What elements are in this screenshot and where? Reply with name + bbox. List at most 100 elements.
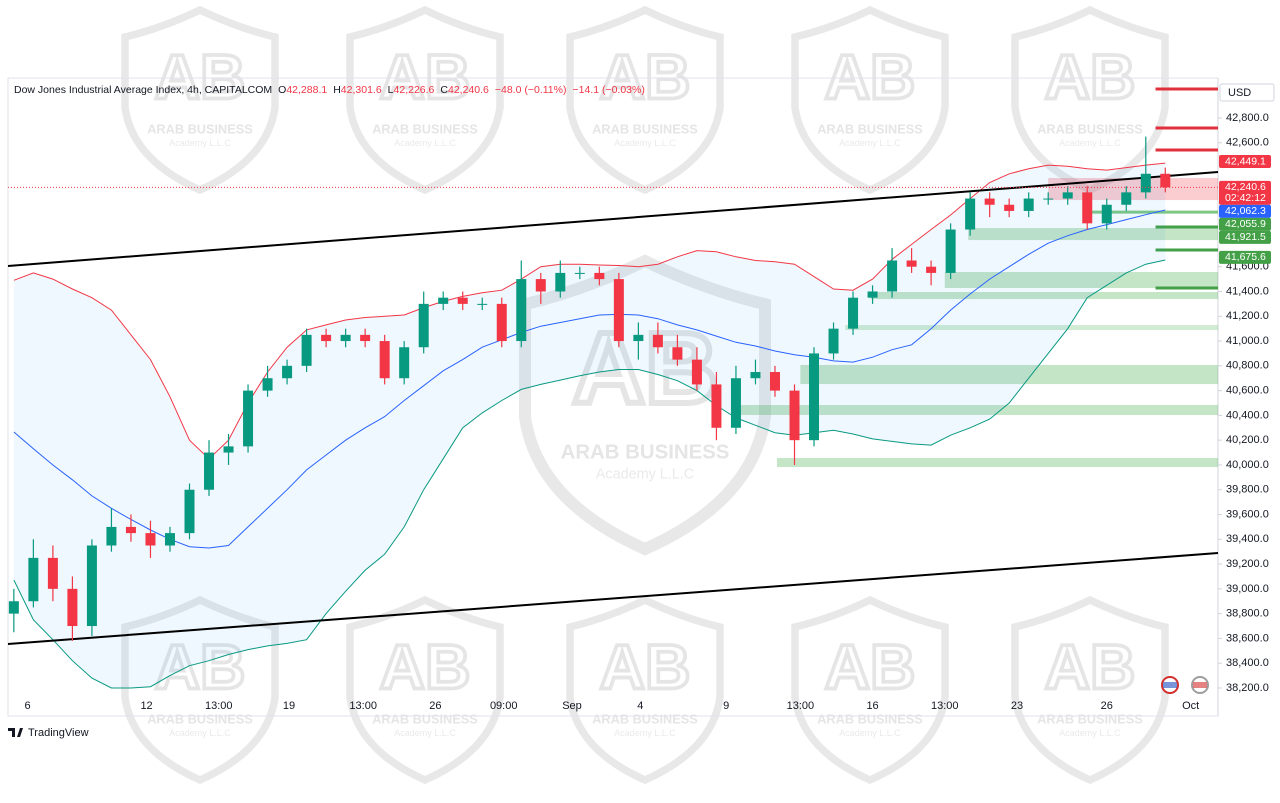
- candle-body: [145, 533, 156, 546]
- candle-body: [8, 601, 19, 614]
- zone: [737, 404, 1218, 416]
- candle-body: [633, 334, 644, 342]
- y-tick-label: 40,600.0: [1226, 385, 1269, 397]
- watermark-title: ARAB BUSINESS: [372, 121, 478, 136]
- ohlc-key: L: [388, 84, 394, 96]
- x-tick-label: 19: [283, 700, 295, 712]
- x-tick-label: 13:00: [931, 700, 959, 712]
- watermark-title: ARAB BUSINESS: [592, 121, 698, 136]
- candle-body: [594, 272, 605, 280]
- y-tick-label: 38,800.0: [1226, 608, 1269, 620]
- watermark-shield: [791, 595, 949, 785]
- candle-body: [1082, 192, 1093, 224]
- zone: [968, 228, 1218, 241]
- candle-body: [86, 545, 97, 627]
- price-label-box: [1219, 154, 1271, 168]
- candle-body: [887, 260, 898, 292]
- watermark-subtitle: Academy L.L.C: [1059, 728, 1121, 738]
- candle-body: [243, 390, 254, 447]
- watermark-title: ARAB BUSINESS: [372, 711, 478, 726]
- watermark-title: ARAB BUSINESS: [561, 441, 730, 463]
- candle-body: [984, 198, 995, 205]
- watermark-title: ARAB BUSINESS: [147, 121, 253, 136]
- price-label: 42,240.6: [1225, 181, 1266, 193]
- candle-body: [47, 557, 58, 589]
- watermark-shield: [121, 595, 279, 785]
- y-tick-label: 41,400.0: [1226, 285, 1269, 297]
- watermark-title: ARAB BUSINESS: [817, 121, 923, 136]
- ohlc-key: C: [440, 84, 448, 96]
- x-tick-label: 9: [723, 700, 729, 712]
- candle-body: [340, 334, 351, 342]
- candle-body: [555, 272, 566, 292]
- candle-body: [769, 372, 780, 391]
- y-tick-label: 39,000.0: [1226, 583, 1269, 595]
- candle-body: [379, 341, 390, 379]
- watermark-logo: AB: [1045, 633, 1136, 703]
- candle-body: [477, 303, 488, 305]
- candle-body: [282, 365, 293, 379]
- y-tick-label: 40,000.0: [1226, 459, 1269, 471]
- y-tick-label: 39,800.0: [1226, 484, 1269, 496]
- y-tick-label: 39,400.0: [1226, 533, 1269, 545]
- currency-box: [1219, 83, 1275, 102]
- price-label-box: [1219, 204, 1271, 218]
- x-tick-label: 16: [866, 700, 878, 712]
- candle-body: [321, 334, 332, 342]
- watermark-subtitle: Academy L.L.C: [839, 728, 901, 738]
- y-tick-label: 40,800.0: [1226, 360, 1269, 372]
- change: −48.0 (−0.11%): [495, 84, 567, 96]
- watermark-logo: AB: [600, 633, 691, 703]
- candle-body: [1062, 192, 1073, 199]
- watermarks: AB ARAB BUSINESS Academy L.L.C AB ARAB BUSIN…: [121, 5, 1169, 785]
- header: Dow Jones Industrial Average Index, 4h, …: [14, 84, 645, 96]
- x-tick-label: 12: [140, 700, 152, 712]
- watermark-logo: AB: [825, 633, 916, 703]
- candle-body: [730, 378, 741, 428]
- band-middle: [13, 209, 1166, 549]
- candle-body: [672, 347, 683, 360]
- candle-body: [848, 297, 859, 329]
- candle-body: [1023, 198, 1034, 211]
- brand: TradingView: [28, 727, 89, 739]
- x-tick-label: 6: [24, 700, 30, 712]
- candle-body: [438, 297, 449, 304]
- candle-body: [164, 533, 175, 546]
- candle-body: [360, 334, 371, 342]
- candle-body: [691, 359, 702, 385]
- candle-body: [223, 446, 234, 453]
- candle-body: [1043, 198, 1054, 200]
- watermark-subtitle: Academy L.L.C: [394, 728, 456, 738]
- candle-body: [945, 229, 956, 273]
- trendline: [7, 552, 1219, 645]
- watermark-shield: [346, 595, 504, 785]
- ohlc-value: 42,288.1: [286, 84, 327, 96]
- candle-body: [28, 557, 39, 602]
- price-label: 42,062.3: [1225, 205, 1266, 217]
- zone: [870, 291, 1218, 300]
- y-tick-label: 42,600.0: [1226, 137, 1269, 149]
- price-label: 42,055.9: [1225, 218, 1266, 230]
- y-tick-label: 40,400.0: [1226, 409, 1269, 421]
- candle-body: [965, 198, 976, 230]
- candle-body: [67, 588, 78, 627]
- candle-body: [906, 260, 917, 267]
- candle-body: [496, 303, 507, 342]
- ohlc-key: H: [333, 84, 341, 96]
- y-tick-label: 41,200.0: [1226, 310, 1269, 322]
- candle-body: [750, 372, 761, 379]
- watermark-shield: [1011, 5, 1169, 195]
- candle-body: [516, 279, 527, 342]
- zone: [845, 325, 1218, 331]
- watermark-subtitle: Academy L.L.C: [1059, 138, 1121, 148]
- ohlc-key: O: [278, 84, 286, 96]
- watermark-shield: [791, 5, 949, 195]
- zone: [776, 458, 1218, 468]
- watermark-title: ARAB BUSINESS: [147, 711, 253, 726]
- x-tick-label: Oct: [1182, 700, 1199, 712]
- candle-body: [926, 266, 937, 273]
- y-tick-label: 42,800.0: [1226, 112, 1269, 124]
- x-tick-label: Sep: [562, 700, 582, 712]
